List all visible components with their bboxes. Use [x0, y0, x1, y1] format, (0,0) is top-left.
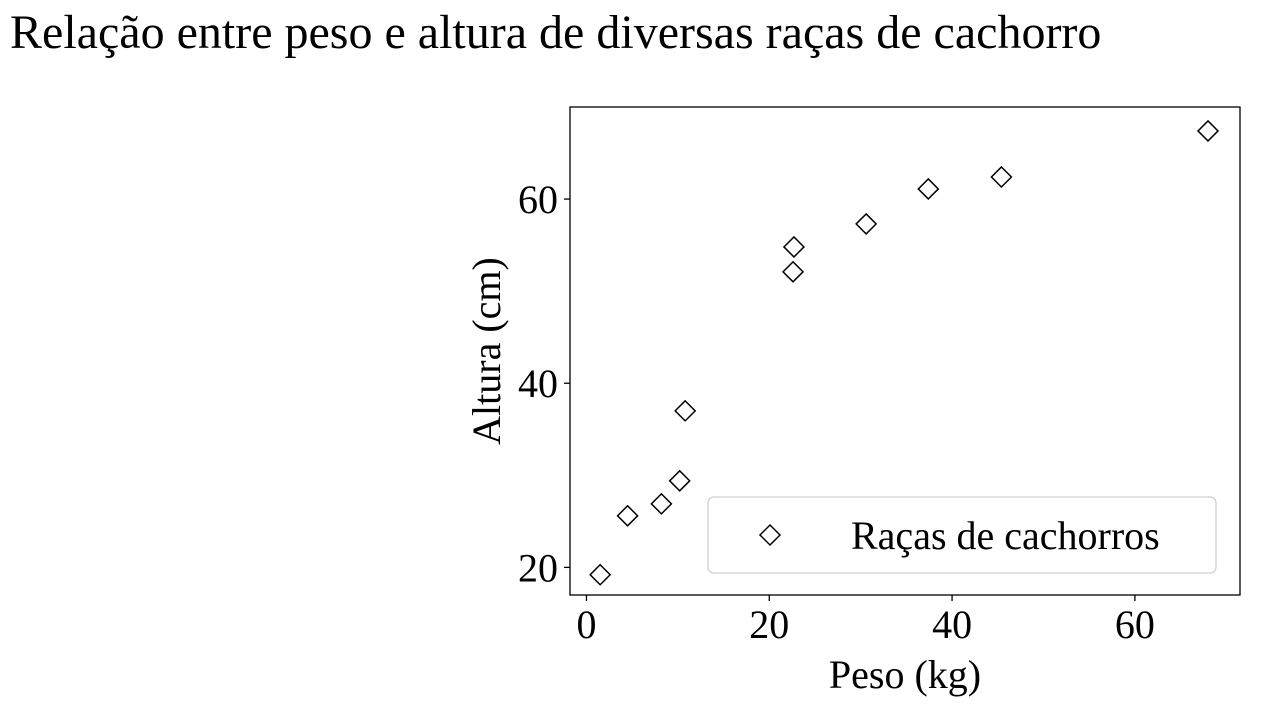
y-tick-label: 40 [518, 361, 558, 406]
x-tick-label: 40 [932, 602, 972, 647]
legend-marker-diamond [758, 523, 782, 547]
data-point [589, 563, 612, 586]
y-tick-label: 60 [518, 177, 558, 222]
data-point [668, 469, 691, 492]
legend-label: Raças de cachorros [851, 513, 1160, 558]
y-axis: 20 40 60 [518, 177, 570, 590]
data-point [782, 235, 806, 259]
data-point [990, 165, 1013, 189]
legend-box [707, 496, 1217, 574]
data-point [917, 177, 940, 201]
data-points [589, 119, 1220, 586]
x-tick-label: 20 [749, 602, 789, 647]
data-point [855, 212, 878, 235]
plot-frame [569, 106, 1241, 596]
data-point [616, 504, 639, 527]
x-axis-label: Peso (kg) [829, 652, 981, 697]
x-tick-label: 0 [576, 602, 596, 647]
y-axis-label: Altura (cm) [464, 257, 509, 445]
data-point [674, 399, 697, 422]
chart-title: Relação entre peso e altura de diversas … [10, 6, 1102, 59]
x-tick-label: 60 [1115, 602, 1155, 647]
x-axis: 0 20 40 60 [576, 595, 1155, 647]
data-point [650, 492, 673, 515]
legend: Raças de cachorros [707, 496, 1217, 574]
data-point [781, 260, 805, 283]
data-point [1196, 119, 1220, 143]
y-tick-label: 20 [518, 545, 558, 590]
